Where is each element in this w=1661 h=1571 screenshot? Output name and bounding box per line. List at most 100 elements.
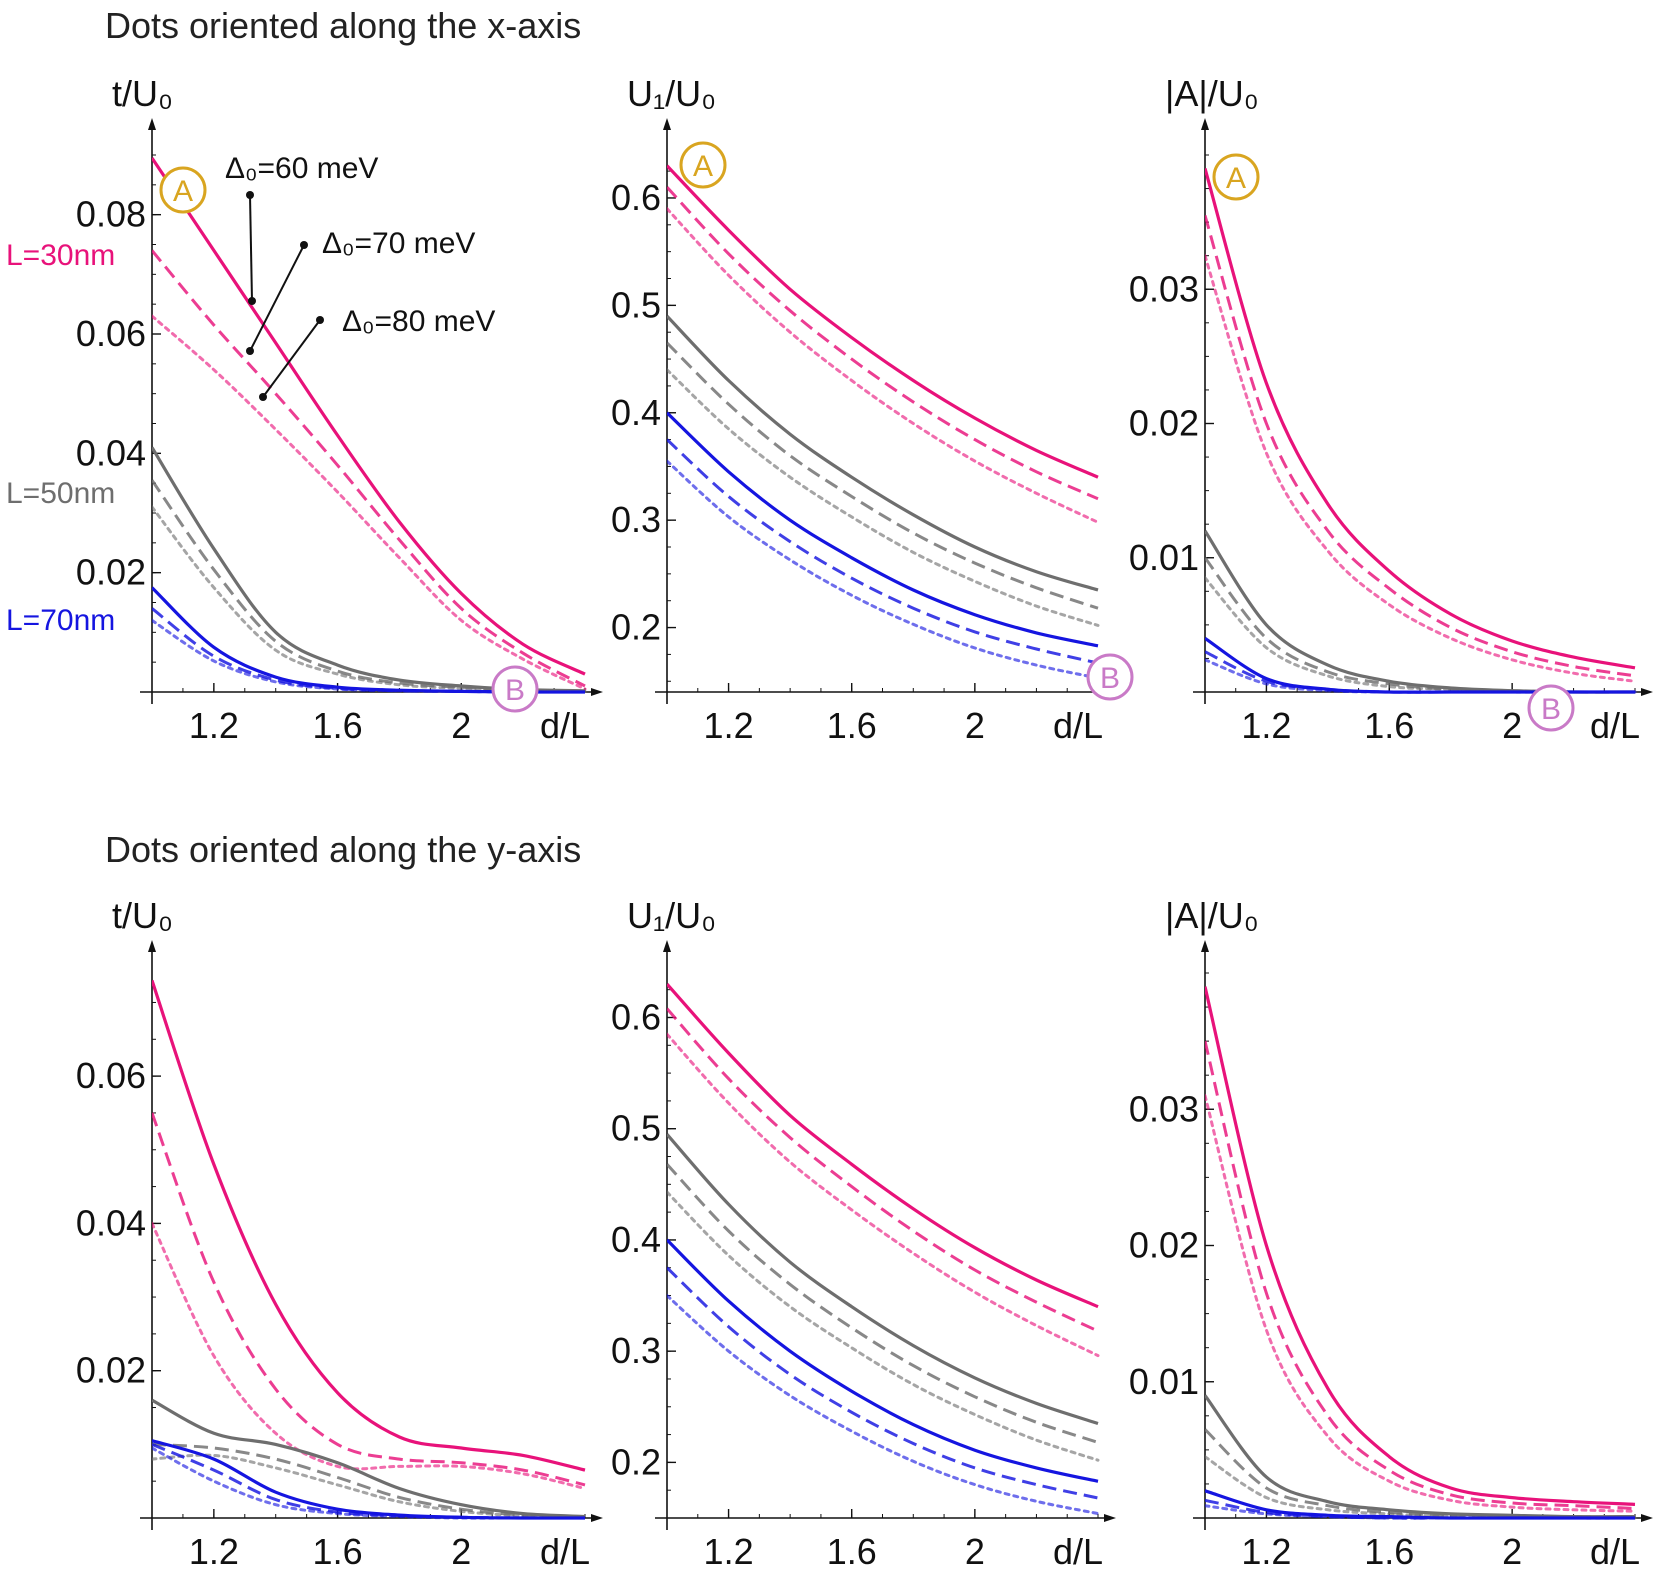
series-l50-dashed — [152, 1442, 586, 1519]
marker-b-panel-3: B — [1527, 684, 1575, 732]
series-group — [1205, 167, 1637, 694]
y-tick-label: 0.2 — [611, 1441, 661, 1482]
series-l30-dashed — [1205, 1040, 1636, 1510]
y-tick-label: 0.02 — [1129, 403, 1199, 444]
delta-label: Δ₀=70 meV — [322, 227, 475, 260]
series-l70-dashed — [152, 1443, 586, 1520]
marker-b-panel-1: B — [491, 665, 539, 713]
series-l50-dotted — [667, 368, 1100, 627]
x-tick-label: 1.6 — [313, 705, 363, 746]
length-label-l30: L=30nm — [6, 239, 115, 272]
series-l30-dashed — [152, 1112, 586, 1487]
x-tick-label: 1.2 — [189, 705, 239, 746]
delta-label: Δ₀=60 meV — [225, 152, 378, 185]
series-l30-solid — [667, 164, 1099, 479]
panel-r1-c0: 1.2 1.6 2 0.02 0.04 0.06 t/U₀ d/L — [76, 895, 603, 1571]
series-l50-solid — [667, 1133, 1099, 1426]
series-l70-dashed — [667, 438, 1099, 665]
series-l30-dotted — [152, 314, 587, 691]
series-l50-dashed — [1205, 1428, 1636, 1520]
y-tick-label: 0.02 — [1129, 1225, 1199, 1266]
x-tick-label: 1.6 — [827, 705, 877, 746]
y-tick-label: 0.2 — [611, 607, 661, 648]
x-tick-label: 1.2 — [704, 705, 754, 746]
leader-line — [262, 319, 321, 398]
x-tick-label: 1.2 — [189, 1531, 239, 1571]
leader-dot-icon — [248, 297, 256, 305]
series-l30-solid — [152, 979, 586, 1472]
series-l50-dashed — [667, 1163, 1099, 1444]
panel-r0-c1: 1.2 1.6 2 0.2 0.3 0.4 0.5 0.6 U₁/U₀ d/L — [611, 73, 1116, 746]
series-l30-dotted — [1205, 1094, 1637, 1513]
leader-dot-icon — [246, 191, 254, 199]
y-axis-arrow-icon — [148, 940, 156, 952]
x-tick-label: 2 — [451, 705, 471, 746]
y-axis-label: U₁/U₀ — [627, 895, 716, 936]
y-tick-label: 0.01 — [1129, 537, 1199, 578]
series-l70-solid — [667, 1238, 1099, 1483]
marker-a-panel-3: A — [1212, 153, 1260, 201]
series-l50-dotted — [1205, 1455, 1637, 1520]
marker-b-panel-2: B — [1086, 653, 1134, 701]
leader-line — [249, 194, 253, 302]
y-tick-label: 0.06 — [76, 1055, 146, 1096]
marker-b-panel-1-letter: B — [505, 674, 525, 707]
x-tick-label: 1.2 — [704, 1531, 754, 1571]
x-axis-arrow-icon — [1641, 688, 1653, 696]
series-l70-dotted — [1205, 658, 1637, 694]
x-tick-label: 1.2 — [1241, 1531, 1291, 1571]
row-title-y-axis: Dots oriented along the y-axis — [105, 829, 581, 870]
series-l30-dotted — [667, 207, 1100, 524]
y-axis-label: |A|/U₀ — [1165, 895, 1259, 936]
delta-annotation-0: Δ₀=60 meV — [225, 152, 378, 305]
x-axis-label: d/L — [1590, 1531, 1640, 1571]
row-title-x-axis: Dots oriented along the x-axis — [105, 5, 581, 46]
series-l30-solid — [667, 983, 1099, 1309]
series-l70-dashed — [667, 1266, 1099, 1500]
y-tick-label: 0.3 — [611, 1330, 661, 1371]
series-l50-solid — [152, 1398, 586, 1519]
x-tick-label: 1.6 — [313, 1531, 363, 1571]
marker-a-panel-3-letter: A — [1226, 162, 1246, 195]
series-l30-solid — [152, 157, 586, 676]
y-axis-arrow-icon — [663, 118, 671, 130]
x-tick-label: 1.2 — [1241, 705, 1291, 746]
leader-line — [249, 244, 305, 352]
y-axis-arrow-icon — [148, 118, 156, 130]
series-l30-dotted — [152, 1221, 587, 1490]
marker-a-panel-2: A — [679, 141, 727, 189]
marker-a-panel-1: A — [159, 166, 207, 214]
series-l70-solid — [152, 1439, 586, 1520]
y-tick-label: 0.03 — [1129, 1088, 1199, 1129]
x-tick-label: 2 — [965, 705, 985, 746]
x-axis-arrow-icon — [1641, 1514, 1653, 1522]
x-tick-label: 2 — [965, 1531, 985, 1571]
length-label-l50: L=50nm — [6, 477, 115, 510]
x-tick-label: 2 — [451, 1531, 471, 1571]
y-tick-label: 0.06 — [76, 313, 146, 354]
marker-b-panel-3-ring — [1527, 684, 1575, 732]
x-axis-arrow-icon — [591, 1514, 603, 1522]
y-tick-label: 0.5 — [611, 284, 661, 325]
y-axis-arrow-icon — [1201, 940, 1209, 952]
y-tick-label: 0.02 — [76, 1350, 146, 1391]
marker-b-panel-2-letter: B — [1100, 662, 1120, 695]
x-axis-arrow-icon — [591, 688, 603, 696]
x-tick-label: 1.6 — [827, 1531, 877, 1571]
series-l50-dashed — [667, 341, 1099, 610]
y-tick-label: 0.02 — [76, 552, 146, 593]
y-tick-label: 0.04 — [76, 1202, 146, 1243]
x-tick-label: 1.6 — [1364, 705, 1414, 746]
series-l30-dashed — [1205, 214, 1636, 678]
series-l30-dashed — [667, 1007, 1099, 1333]
y-tick-label: 0.4 — [611, 392, 661, 433]
panel-r0-c2: 1.2 1.6 2 0.01 0.02 0.03 |A|/U₀ d/L — [1129, 73, 1653, 746]
length-label-l70: L=70nm — [6, 604, 115, 637]
series-l70-dotted — [1205, 1504, 1637, 1520]
y-tick-label: 0.03 — [1129, 268, 1199, 309]
panel-r1-c1: 1.2 1.6 2 0.2 0.3 0.4 0.5 0.6 U₁/U₀ d/L — [611, 895, 1116, 1571]
y-axis-arrow-icon — [1201, 118, 1209, 130]
delta-annotation-1: Δ₀=70 meV — [246, 227, 475, 355]
marker-a-panel-2-ring — [679, 141, 727, 189]
